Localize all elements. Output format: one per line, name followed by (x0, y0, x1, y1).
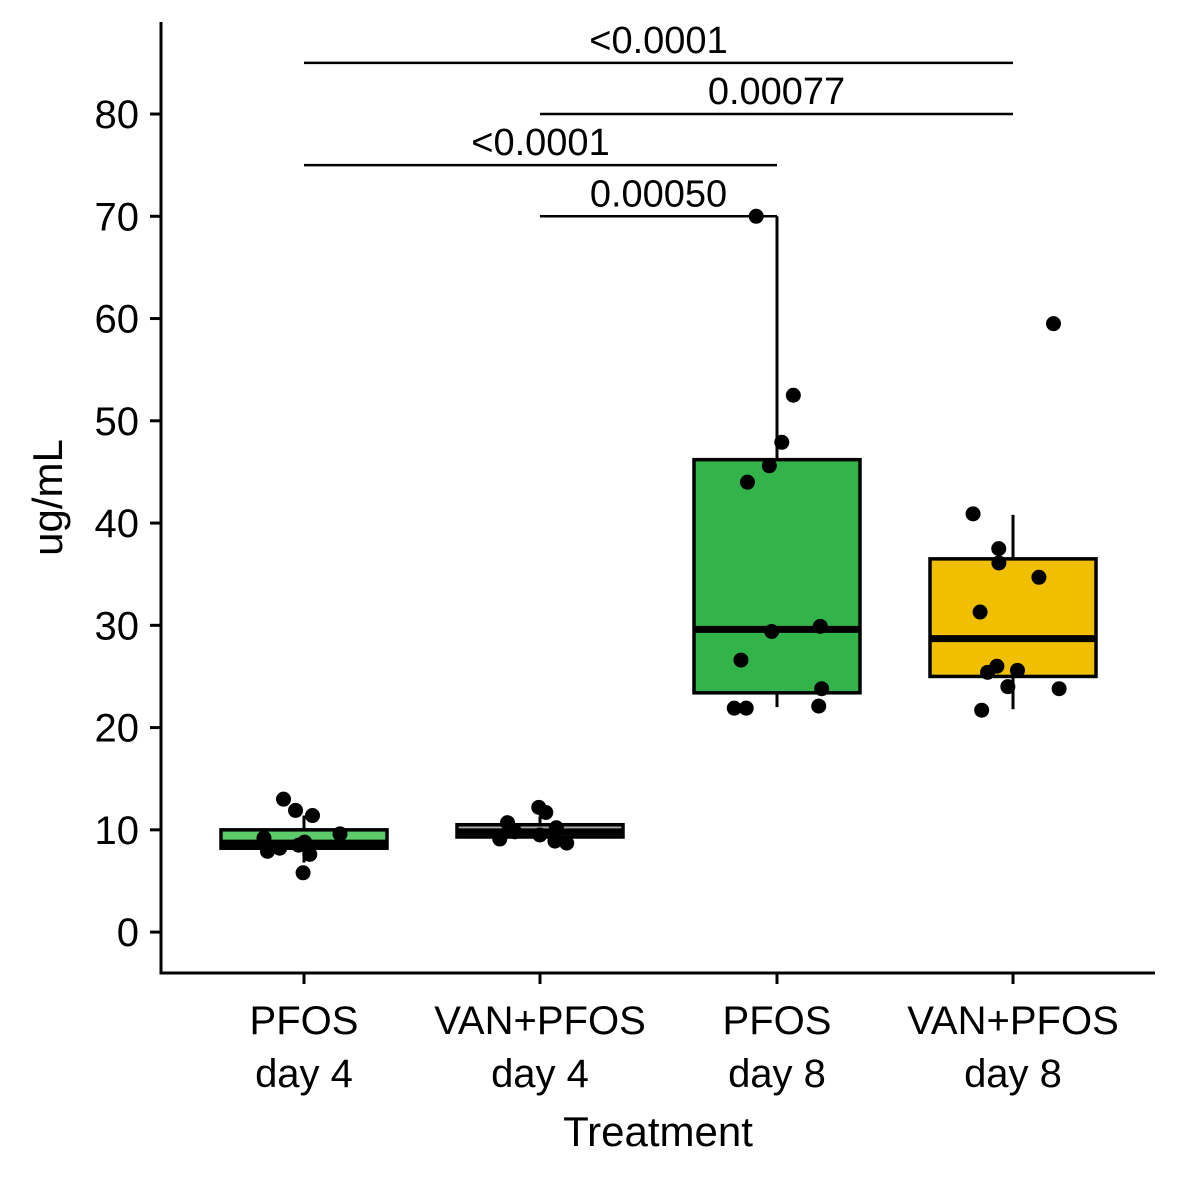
x-axis-title: Treatment (563, 1108, 753, 1155)
p-value-label: <0.0001 (589, 20, 727, 62)
data-point (547, 833, 563, 849)
data-point (259, 843, 275, 859)
data-point (989, 658, 1005, 674)
significance-bracket: <0.0001 (304, 122, 777, 167)
data-point (492, 831, 508, 847)
data-point (738, 700, 754, 716)
significance-bracket: 0.00050 (540, 173, 777, 218)
box (928, 557, 1098, 679)
data-point (965, 506, 981, 522)
data-point (332, 826, 348, 842)
y-tick-label: 40 (95, 502, 140, 546)
y-tick-label: 80 (95, 93, 140, 137)
p-value-label: 0.00050 (590, 173, 727, 215)
y-axis-title: ug/mL (24, 439, 71, 556)
data-point (764, 623, 780, 639)
data-point (774, 434, 790, 450)
significance-bracket: 0.00077 (540, 71, 1013, 116)
data-point (297, 834, 313, 850)
y-tick-label: 60 (95, 298, 140, 342)
data-point (295, 865, 311, 881)
data-point (1031, 569, 1047, 585)
data-point (276, 791, 292, 807)
data-point (814, 681, 830, 697)
data-point (785, 387, 801, 403)
significance-bracket: <0.0001 (304, 20, 1013, 65)
y-ticks: 0 10 20 30 40 50 60 70 80 (95, 93, 161, 955)
data-point (812, 618, 828, 634)
data-point (531, 799, 547, 815)
data-point (991, 541, 1007, 557)
y-tick-label: 50 (95, 400, 140, 444)
data-point (559, 835, 575, 851)
axes (159, 22, 1155, 975)
data-point (991, 555, 1007, 571)
x-tick-label: VAN+PFOS day 4 (434, 999, 646, 1096)
data-point (256, 830, 272, 846)
data-point (302, 846, 318, 862)
data-point (1051, 681, 1067, 697)
x-tick-label: PFOS day 4 (250, 999, 359, 1096)
x-tick-label: VAN+PFOS day 8 (907, 999, 1119, 1096)
y-tick-label: 10 (95, 809, 140, 853)
data-point (761, 458, 777, 474)
y-tick-label: 30 (95, 604, 140, 648)
data-point (304, 808, 320, 824)
box (692, 457, 862, 695)
data-point (548, 820, 564, 836)
y-tick-label: 20 (95, 707, 140, 751)
data-point (726, 700, 742, 716)
p-value-label: <0.0001 (471, 122, 609, 164)
data-point (972, 604, 988, 620)
x-tick-label: PFOS day 8 (723, 999, 832, 1096)
data-point (974, 702, 990, 718)
x-ticks: PFOS day 4 VAN+PFOS day 4 PFOS day 8 VAN+PFOS d… (250, 973, 1119, 1096)
box-group (928, 514, 1098, 710)
y-tick-label: 70 (95, 195, 140, 239)
data-point (500, 815, 516, 831)
data-point (1009, 662, 1025, 678)
data-point (1000, 679, 1016, 695)
box-group (692, 216, 862, 708)
data-point (733, 652, 749, 668)
data-points (256, 208, 1067, 881)
boxes (219, 216, 1098, 863)
data-point (288, 802, 304, 818)
data-point (811, 698, 827, 714)
data-point (1045, 316, 1061, 332)
y-tick-label: 0 (117, 911, 139, 955)
significance-brackets: 0.00050 <0.0001 0.00077 <0.0001 (304, 20, 1013, 218)
data-point (532, 827, 548, 843)
data-point (272, 840, 288, 856)
data-point (739, 474, 755, 490)
p-value-label: 0.00077 (708, 71, 845, 113)
